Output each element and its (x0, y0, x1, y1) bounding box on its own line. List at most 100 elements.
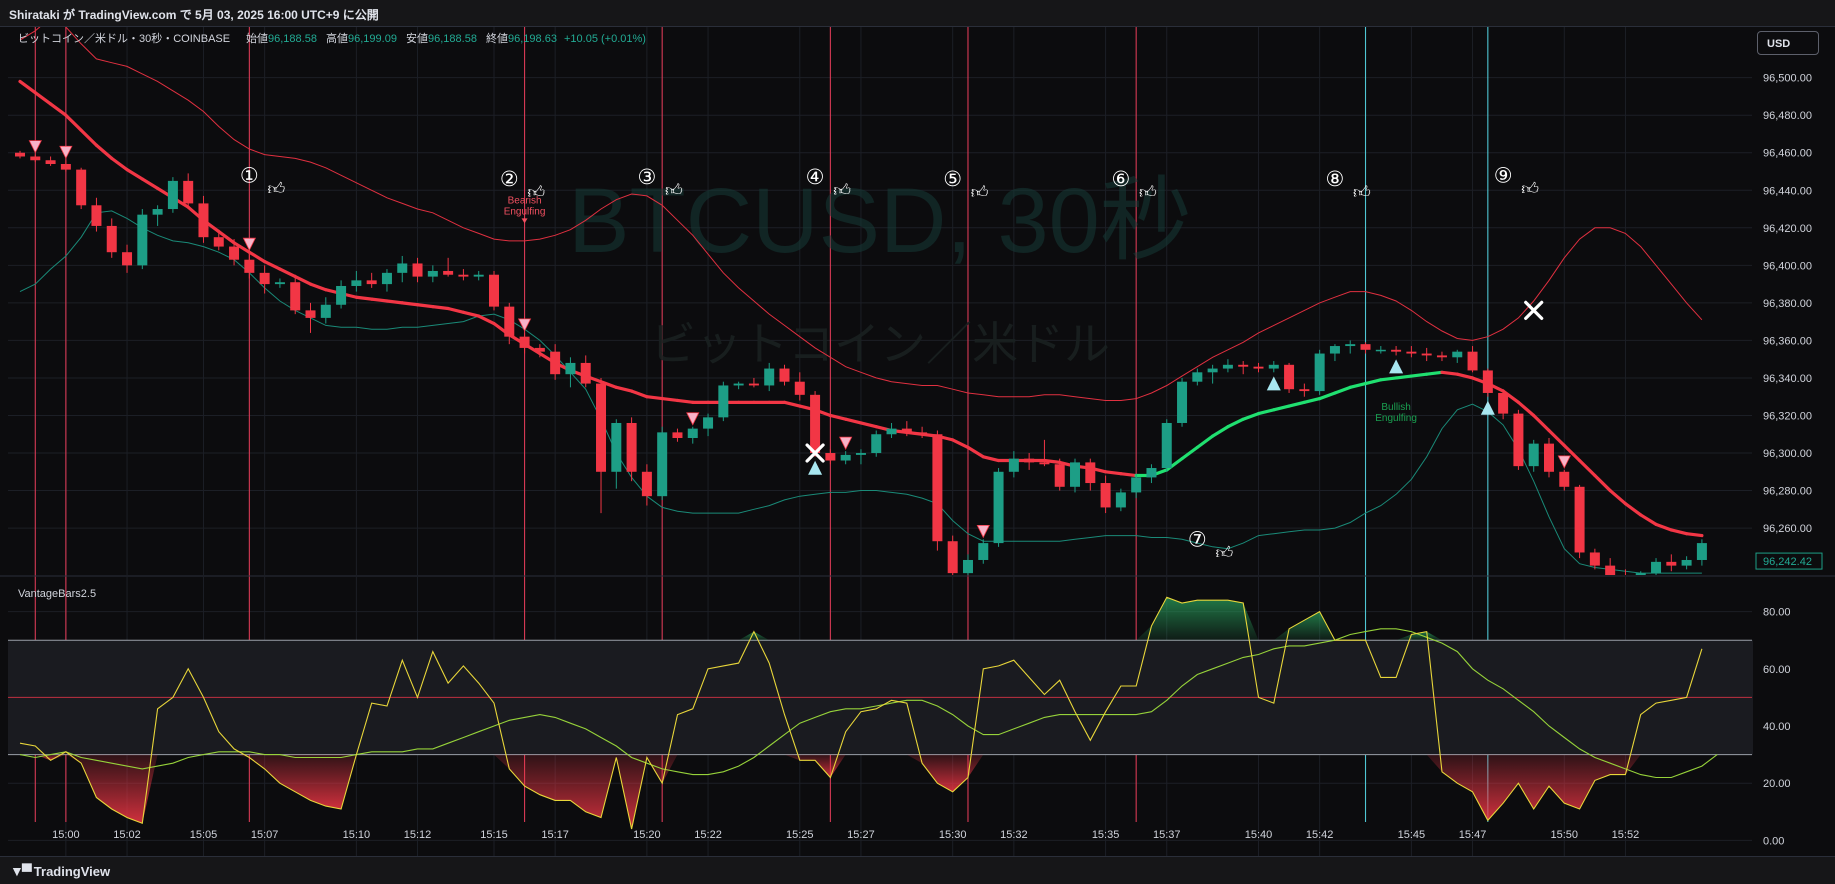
candle-body (626, 422, 637, 472)
ma-segment (1577, 458, 1597, 478)
ma-segment (1532, 413, 1551, 433)
oscillator-tick-label: 60.00 (1763, 664, 1791, 676)
sell-signal-triangle (517, 318, 532, 332)
ma-segment (461, 310, 481, 318)
time-tick-label: 15:40 (1245, 829, 1273, 841)
indicator-name: VantageBars2.5 (18, 588, 96, 600)
sell-signal-triangle (686, 412, 700, 426)
candle-body (1207, 368, 1218, 373)
ma-segment (599, 380, 618, 389)
candle-body (1482, 370, 1493, 393)
ma-segment (859, 421, 878, 429)
change-value: +10.05 (+0.01%) (564, 33, 646, 45)
candle-body (1268, 364, 1279, 369)
candle-body (1177, 381, 1188, 423)
candle-body (1024, 458, 1035, 463)
candle-body (580, 362, 591, 384)
time-axis[interactable]: 15:00 15:02 15:05 15:07 15:10 15:12 15:15 15:17… (52, 829, 1639, 841)
ma-segment (660, 396, 680, 403)
thumbs-up-icon: 👍︎ (833, 181, 851, 200)
price-tick-label: 96,320.00 (1763, 410, 1812, 422)
candle-body (397, 263, 408, 273)
time-tick-label: 15:02 (113, 829, 141, 841)
candle-body (1605, 565, 1616, 575)
oscillator-tick-label: 40.00 (1763, 721, 1791, 733)
time-tick-label: 15:32 (1000, 829, 1028, 841)
ma-segment (951, 438, 970, 449)
pattern-sublabel: Engulfing (504, 206, 546, 217)
ma-segment (477, 314, 496, 326)
price-tick-label: 96,360.00 (1763, 335, 1812, 347)
ma-segment (1639, 513, 1658, 526)
thumbs-up-icon: 👍︎ (1521, 179, 1539, 198)
candle-body (1008, 458, 1019, 472)
time-tick-label: 15:42 (1306, 829, 1334, 841)
thumbs-up-icon: 👍︎ (1353, 183, 1371, 202)
ma-segment (1211, 425, 1230, 438)
ma-segment (1516, 400, 1536, 418)
circled-number-label: ① (240, 164, 259, 187)
ma-segment (1562, 443, 1582, 463)
oversold-fill (234, 754, 357, 809)
candle-body (1253, 366, 1264, 369)
high-value: 96,199.09 (348, 33, 397, 45)
candle-body (687, 428, 698, 438)
grid-lines (8, 27, 1752, 856)
thumbs-up-icon: 👍︎ (971, 183, 989, 202)
last-price-box (1755, 552, 1823, 570)
candle-body (1635, 573, 1646, 575)
time-tick-label: 15:45 (1398, 829, 1426, 841)
ma-segment (446, 306, 466, 314)
oversold-fill (493, 754, 678, 829)
ma-segment (308, 282, 328, 292)
tradingview-logo-icon: ▼▀ (10, 863, 32, 879)
candle-body (825, 453, 836, 461)
candle-body (91, 205, 102, 226)
price-tick-label: 96,300.00 (1763, 448, 1812, 460)
time-tick-label: 15:52 (1612, 829, 1640, 841)
candle-body (320, 304, 331, 318)
currency-button[interactable]: USD (1757, 31, 1819, 55)
ma-segment (247, 250, 267, 264)
price-tick-label: 96,340.00 (1763, 373, 1812, 385)
ma-segment (18, 79, 37, 95)
candle-body (152, 209, 163, 215)
ma-segment (1042, 458, 1062, 464)
candle-body (1666, 561, 1677, 566)
candle-body (978, 543, 989, 560)
ma-segment (370, 297, 389, 303)
candle-body (1131, 477, 1142, 493)
candle-body (1299, 389, 1310, 392)
candle-body (733, 383, 744, 386)
ma-segment (1394, 374, 1413, 380)
price-axis[interactable]: 96,260.00 96,280.00 96,300.00 96,320.00 96,3… (1755, 73, 1823, 848)
ma-segment (675, 398, 695, 404)
circled-number-label: ⑨ (1494, 164, 1513, 187)
ma-segment (125, 168, 144, 181)
candle-body (1238, 364, 1249, 367)
sell-signal-triangle (839, 436, 853, 451)
candle-body (488, 274, 499, 307)
sell-signal-triangle (59, 145, 73, 160)
candle-body (1192, 372, 1203, 382)
overbought-fill (738, 631, 770, 641)
ma-segment (629, 389, 649, 399)
time-tick-label: 15:37 (1153, 829, 1181, 841)
ma-segment (645, 395, 664, 401)
candle-body (106, 225, 117, 253)
candle-body (519, 336, 530, 348)
exit-x-marker (1524, 300, 1544, 320)
buy-signal-triangle (1480, 400, 1495, 415)
publish-text: Shirataki が TradingView.com で 5月 03, 202… (9, 8, 379, 22)
ma-segment (828, 413, 848, 421)
candle-body (1115, 492, 1126, 508)
chart-area[interactable]: BTCUSD, 30秒 ビットコイン／米ドル BearishEngulfingB… (0, 27, 1835, 856)
candle-body (1345, 344, 1356, 347)
candle-body (274, 282, 285, 285)
candle-body (1467, 351, 1478, 371)
candle-body (30, 156, 41, 161)
oscillator-pane (8, 596, 1753, 830)
candle-body (1436, 355, 1447, 358)
ma-segment (232, 241, 251, 254)
